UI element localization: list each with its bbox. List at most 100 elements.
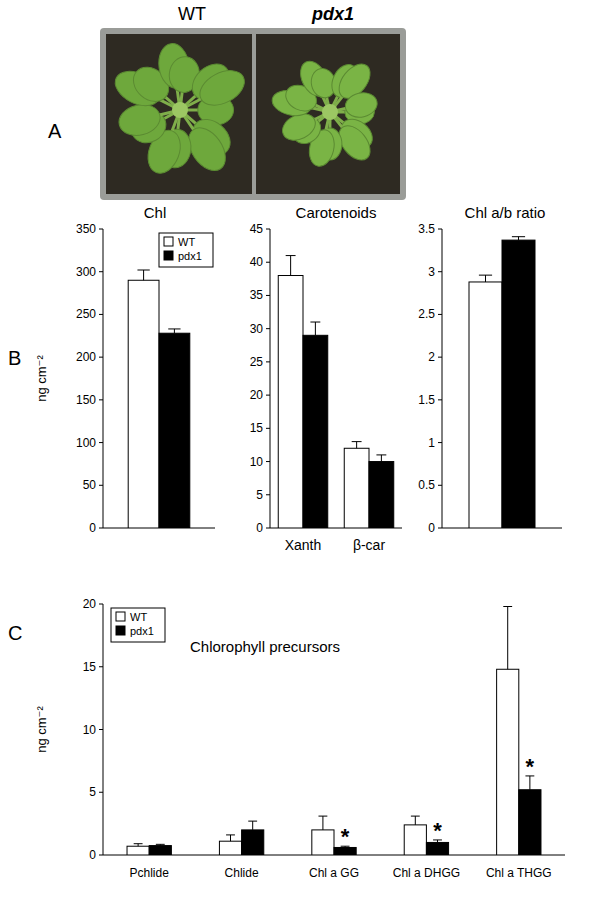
bar xyxy=(127,846,149,855)
y-tick-label: 0 xyxy=(256,521,263,535)
error-bar xyxy=(248,821,257,830)
legend-box xyxy=(111,608,165,642)
x-tick-label: Chlide xyxy=(225,866,259,880)
y-tick-label: 45 xyxy=(250,222,264,236)
y-tick xyxy=(99,399,103,400)
photo-label: pdx1 xyxy=(311,4,354,24)
y-tick-label: 2.5 xyxy=(418,307,435,321)
error-bar xyxy=(512,237,525,240)
plant-photo xyxy=(100,28,406,200)
error-bar xyxy=(226,835,235,841)
y-tick-label: 50 xyxy=(83,478,97,492)
chart-title: Chl xyxy=(144,204,167,221)
y-tick-label: 25 xyxy=(250,355,264,369)
photo-label: WT xyxy=(178,4,206,24)
x-tick-label: Pchlide xyxy=(130,866,170,880)
y-tick xyxy=(266,328,270,329)
y-tick xyxy=(438,485,442,486)
y-tick-label: 15 xyxy=(83,660,97,674)
y-tick-label: 30 xyxy=(250,322,264,336)
bar xyxy=(502,240,535,528)
y-tick xyxy=(99,485,103,486)
error-bar xyxy=(411,816,420,825)
y-tick xyxy=(266,395,270,396)
y-tick xyxy=(99,314,103,315)
y-tick xyxy=(99,528,103,529)
y-tick-label: 10 xyxy=(250,455,264,469)
y-tick xyxy=(438,528,442,529)
error-bar xyxy=(156,844,165,845)
error-bar xyxy=(503,607,512,670)
x-tick-label: Chl a GG xyxy=(309,866,359,880)
y-tick-label: 0 xyxy=(89,521,96,535)
y-tick-label: 100 xyxy=(76,436,96,450)
y-tick xyxy=(266,494,270,495)
rosette-center xyxy=(172,102,188,118)
error-bar xyxy=(168,329,180,333)
chart: 051015202530354045Xanthβ-carCarotenoids xyxy=(250,204,402,553)
legend-swatch xyxy=(116,626,125,635)
y-tick xyxy=(266,295,270,296)
marks xyxy=(278,256,394,528)
annotation: * xyxy=(341,824,350,849)
panel-label: A xyxy=(48,120,62,142)
panel-label: B xyxy=(8,347,21,369)
y-tick-label: 150 xyxy=(76,393,96,407)
y-tick xyxy=(438,357,442,358)
y-tick xyxy=(266,461,270,462)
y-tick-label: 5 xyxy=(89,785,96,799)
bar xyxy=(312,830,334,855)
error-bar xyxy=(134,844,143,847)
y-tick xyxy=(266,428,270,429)
y-tick xyxy=(438,399,442,400)
panel-label: C xyxy=(8,622,22,644)
y-tick-label: 0 xyxy=(428,521,435,535)
bar xyxy=(303,335,328,528)
bar xyxy=(278,276,303,528)
legend-label: WT xyxy=(130,611,147,623)
bar xyxy=(519,790,541,855)
chart: 00.511.522.533.5Chl a/b ratio xyxy=(418,204,562,535)
y-tick xyxy=(99,729,103,730)
x-tick-label: Chl a THGG xyxy=(486,866,552,880)
y-tick xyxy=(438,442,442,443)
legend: WT pdx1 xyxy=(111,608,165,642)
y-axis xyxy=(103,229,104,528)
marks xyxy=(127,607,541,855)
y-tick-label: 3 xyxy=(428,265,435,279)
bar xyxy=(404,825,426,855)
x-tick-label: β-car xyxy=(353,537,386,553)
error-bar xyxy=(318,816,327,830)
error-bar xyxy=(352,442,362,449)
y-tick-label: 40 xyxy=(250,255,264,269)
legend-swatch xyxy=(116,612,125,621)
marks xyxy=(128,270,190,528)
bar xyxy=(344,448,369,528)
y-tick-label: 15 xyxy=(250,421,264,435)
leaf-blade xyxy=(116,100,164,139)
legend-swatch xyxy=(164,251,173,260)
y-tick-label: 10 xyxy=(83,723,97,737)
y-tick-label: 0 xyxy=(89,848,96,862)
y-tick xyxy=(99,604,103,605)
legend-label: pdx1 xyxy=(130,625,154,637)
bar xyxy=(242,830,264,855)
x-tick-label: Xanth xyxy=(285,537,322,553)
y-tick xyxy=(438,314,442,315)
y-axis xyxy=(442,229,443,528)
bar xyxy=(149,846,171,855)
bar xyxy=(497,669,519,855)
y-tick-label: 350 xyxy=(76,222,96,236)
bar xyxy=(128,280,159,528)
y-tick-label: 5 xyxy=(256,488,263,502)
y-tick xyxy=(99,855,103,856)
bar xyxy=(426,842,448,855)
y-tick-label: 2 xyxy=(428,350,435,364)
y-tick xyxy=(99,271,103,272)
annotation: * xyxy=(433,818,442,843)
y-tick xyxy=(99,792,103,793)
legend-label: pdx1 xyxy=(178,250,202,262)
y-tick-label: 250 xyxy=(76,307,96,321)
legend: WTpdx1 xyxy=(159,233,213,267)
y-tick xyxy=(438,229,442,230)
